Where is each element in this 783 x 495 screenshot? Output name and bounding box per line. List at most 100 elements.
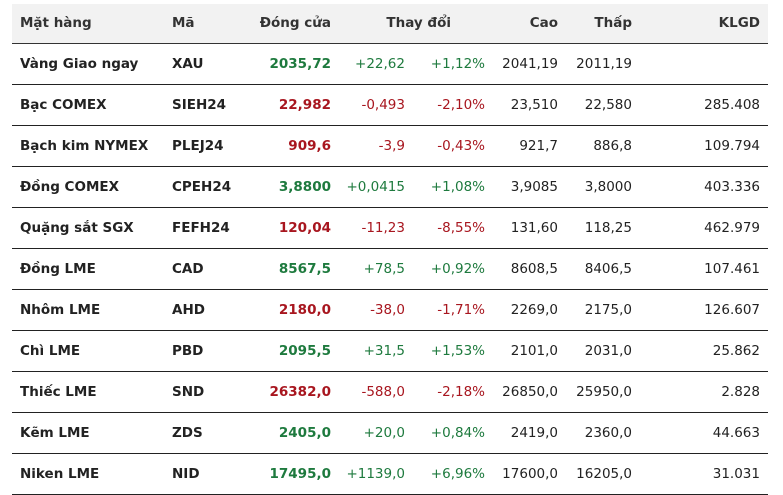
price-change: +22,62 — [355, 56, 405, 72]
percent-change: -1,71% — [437, 302, 485, 318]
percent-change: +0,84% — [430, 425, 485, 441]
table-header: Mặt hàng Mã Đóng cửa Thay đổi Cao Thấp K… — [12, 4, 768, 44]
low-price: 886,8 — [593, 138, 632, 154]
header-name[interactable]: Mặt hàng — [20, 15, 92, 31]
table-row[interactable]: Bạch kim NYMEX PLEJ24 909,6 -3,9 -0,43% 921,7… — [12, 126, 768, 167]
percent-change: +0,92% — [430, 261, 485, 277]
table-row[interactable]: Bạc COMEX SIEH24 22,982 -0,493 -2,10% 23,510 2… — [12, 85, 768, 126]
commodity-name: Chì LME — [20, 343, 81, 359]
low-price: 16205,0 — [576, 466, 632, 482]
commodity-name: Kẽm LME — [20, 425, 90, 441]
commodity-name: Nhôm LME — [20, 302, 101, 318]
high-price: 23,510 — [510, 97, 558, 113]
price-change: +1139,0 — [346, 466, 405, 482]
high-price: 17600,0 — [502, 466, 558, 482]
high-price: 26850,0 — [502, 384, 558, 400]
commodity-name: Niken LME — [20, 466, 100, 482]
high-price: 3,9085 — [510, 179, 558, 195]
price-change: +78,5 — [363, 261, 405, 277]
table-row[interactable]: Chì LME PBD 2095,5 +31,5 +1,53% 2101,0 2031,0 2… — [12, 331, 768, 372]
high-price: 2041,19 — [502, 56, 558, 72]
trading-volume: 109.794 — [704, 138, 760, 154]
low-price: 25950,0 — [576, 384, 632, 400]
price-change: +0,0415 — [346, 179, 405, 195]
table-row[interactable]: Nhôm LME AHD 2180,0 -38,0 -1,71% 2269,0 2175,0… — [12, 290, 768, 331]
price-change: -3,9 — [378, 138, 405, 154]
table-row[interactable]: Niken LME NID 17495,0 +1139,0 +6,96% 17600,0 1… — [12, 454, 768, 495]
price-change: -0,493 — [361, 97, 405, 113]
high-price: 2101,0 — [510, 343, 558, 359]
symbol: AHD — [172, 302, 205, 318]
percent-change: +1,53% — [430, 343, 485, 359]
trading-volume: 2.828 — [721, 384, 760, 400]
percent-change: +1,12% — [430, 56, 485, 72]
close-price: 22,982 — [278, 97, 331, 113]
percent-change: -0,43% — [437, 138, 485, 154]
trading-volume: 31.031 — [712, 466, 760, 482]
symbol: XAU — [172, 56, 204, 72]
header-high[interactable]: Cao — [529, 15, 558, 31]
close-price: 26382,0 — [269, 384, 332, 400]
commodity-name: Quặng sắt SGX — [20, 220, 134, 236]
close-price: 120,04 — [278, 220, 331, 236]
low-price: 2360,0 — [584, 425, 632, 441]
commodity-name: Bạc COMEX — [20, 97, 107, 113]
low-price: 2175,0 — [584, 302, 632, 318]
low-price: 22,580 — [584, 97, 632, 113]
symbol: CPEH24 — [172, 179, 232, 195]
table-row[interactable]: Đồng LME CAD 8567,5 +78,5 +0,92% 8608,5 8406,5… — [12, 249, 768, 290]
price-change: +31,5 — [363, 343, 405, 359]
commodity-name: Thiếc LME — [20, 384, 97, 400]
price-change: -588,0 — [361, 384, 405, 400]
close-price: 2035,72 — [269, 56, 332, 72]
symbol: SND — [172, 384, 205, 400]
commodity-price-table: Mặt hàng Mã Đóng cửa Thay đổi Cao Thấp K… — [12, 4, 768, 495]
trading-volume: 285.408 — [704, 97, 760, 113]
symbol: CAD — [172, 261, 204, 277]
table-row[interactable]: Đồng COMEX CPEH24 3,8800 +0,0415 +1,08% 3,908… — [12, 167, 768, 208]
price-change: -38,0 — [370, 302, 405, 318]
trading-volume: 25.862 — [712, 343, 760, 359]
close-price: 3,8800 — [278, 179, 331, 195]
trading-volume: 107.461 — [704, 261, 760, 277]
high-price: 131,60 — [510, 220, 558, 236]
commodity-name: Đồng COMEX — [20, 179, 120, 195]
price-change: -11,23 — [361, 220, 405, 236]
trading-volume: 44.663 — [712, 425, 760, 441]
close-price: 2180,0 — [278, 302, 331, 318]
symbol: NID — [172, 466, 200, 482]
symbol: FEFH24 — [172, 220, 230, 236]
symbol: PLEJ24 — [172, 138, 224, 154]
trading-volume: 403.336 — [704, 179, 760, 195]
low-price: 2011,19 — [576, 56, 632, 72]
low-price: 8406,5 — [584, 261, 632, 277]
commodity-name: Bạch kim NYMEX — [20, 138, 149, 154]
percent-change: +6,96% — [430, 466, 485, 482]
percent-change: +1,08% — [430, 179, 485, 195]
low-price: 2031,0 — [584, 343, 632, 359]
trading-volume: 126.607 — [704, 302, 760, 318]
close-price: 2095,5 — [278, 343, 331, 359]
header-low[interactable]: Thấp — [594, 15, 632, 31]
commodity-name: Vàng Giao ngay — [20, 56, 139, 72]
header-code[interactable]: Mã — [172, 15, 195, 31]
commodity-name: Đồng LME — [20, 261, 96, 277]
trading-volume: 462.979 — [704, 220, 760, 236]
header-volume[interactable]: KLGD — [718, 15, 760, 31]
close-price: 17495,0 — [269, 466, 332, 482]
low-price: 3,8000 — [584, 179, 632, 195]
table-row[interactable]: Thiếc LME SND 26382,0 -588,0 -2,18% 26850,0 25… — [12, 372, 768, 413]
header-close[interactable]: Đóng cửa — [259, 15, 331, 31]
high-price: 921,7 — [519, 138, 558, 154]
high-price: 2419,0 — [510, 425, 558, 441]
high-price: 2269,0 — [510, 302, 558, 318]
price-change: +20,0 — [363, 425, 405, 441]
close-price: 909,6 — [288, 138, 331, 154]
header-change[interactable]: Thay đổi — [386, 15, 451, 31]
table-row[interactable]: Kẽm LME ZDS 2405,0 +20,0 +0,84% 2419,0 2360,0 4… — [12, 413, 768, 454]
table-row[interactable]: Vàng Giao ngay XAU 2035,72 +22,62 +1,12% 2041… — [12, 44, 768, 85]
symbol: SIEH24 — [172, 97, 227, 113]
table-row[interactable]: Quặng sắt SGX FEFH24 120,04 -11,23 -8,55% 131… — [12, 208, 768, 249]
symbol: PBD — [172, 343, 204, 359]
low-price: 118,25 — [584, 220, 632, 236]
